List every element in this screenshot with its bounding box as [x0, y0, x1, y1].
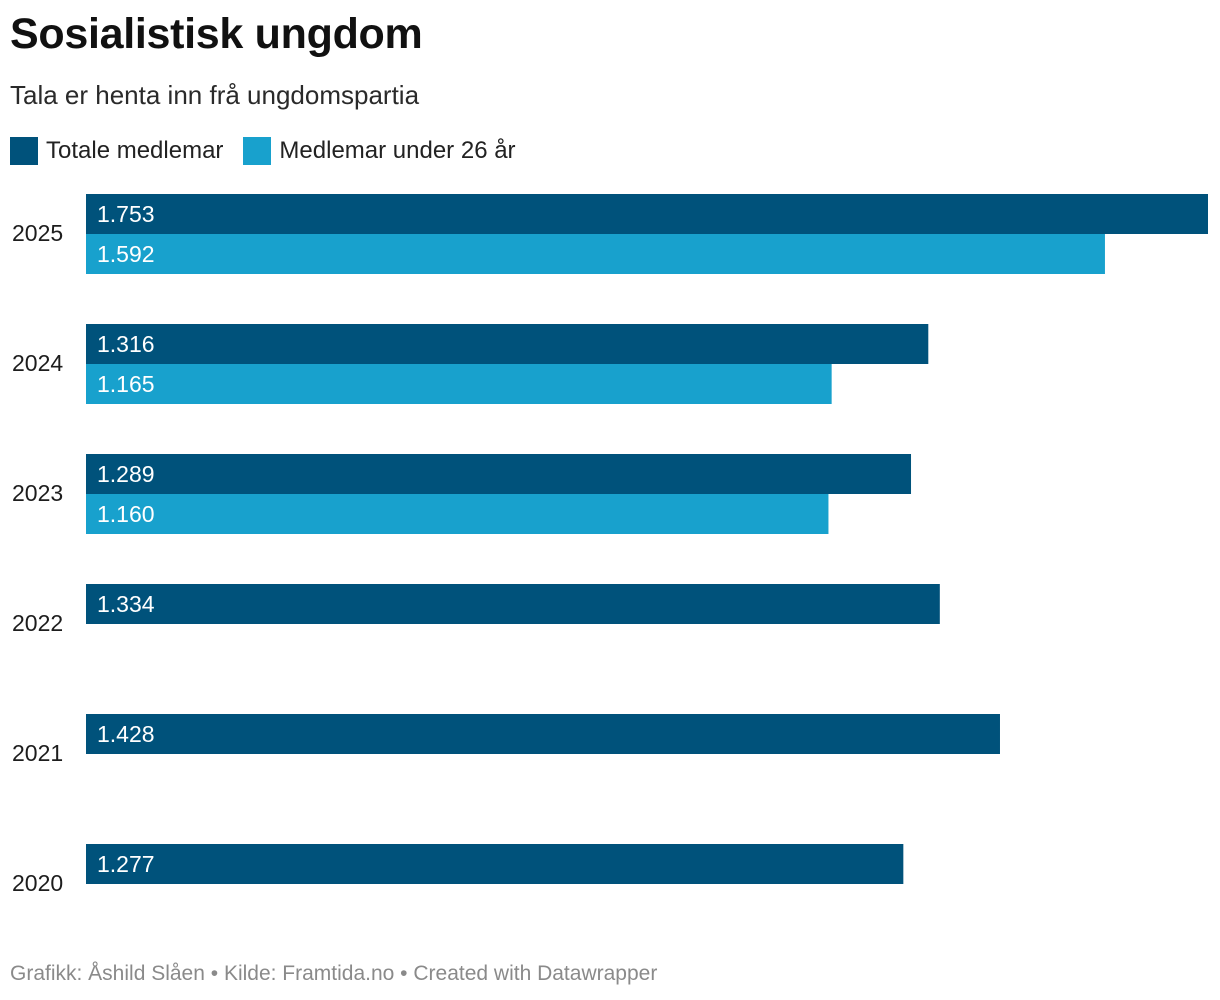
bar-total-2025 — [86, 194, 1208, 234]
chart-subtitle: Tala er henta inn frå ungdomspartia — [10, 80, 420, 110]
bar-under26-2023 — [86, 494, 829, 534]
legend-swatch-under26 — [243, 137, 272, 165]
bar-under26-2024 — [86, 364, 832, 404]
legend-item-under26: Medlemar under 26 år — [243, 137, 516, 165]
bar-total-2023 — [86, 454, 912, 494]
bar-under26-2025 — [86, 234, 1105, 274]
bar-total-2024 — [86, 324, 929, 364]
bar-label-total-2021: 1.428 — [97, 721, 155, 747]
legend-swatch-total — [10, 137, 38, 165]
bar-label-under26-2023: 1.160 — [97, 501, 155, 527]
legend-item-total: Totale medlemar — [10, 137, 223, 165]
bar-chart: 2025 1.753 1.592 2024 1.316 1.165 2023 1.289 1.1… — [12, 194, 1208, 896]
bar-label-total-2023: 1.289 — [97, 461, 155, 487]
year-label-2023: 2023 — [12, 480, 63, 506]
legend: Totale medlemar Medlemar under 26 år — [10, 137, 536, 165]
chart-footer: Grafikk: Åshild Slåen • Kilde: Framtida.… — [10, 962, 658, 985]
bar-label-total-2022: 1.334 — [97, 591, 155, 617]
bar-total-2020 — [86, 844, 904, 884]
year-label-2025: 2025 — [12, 220, 63, 246]
chart-title: Sosialistisk ungdom — [10, 10, 423, 58]
bar-label-under26-2024: 1.165 — [97, 371, 155, 397]
bar-label-under26-2025: 1.592 — [97, 241, 155, 267]
legend-label-under26: Medlemar under 26 år — [279, 137, 516, 164]
year-label-2024: 2024 — [12, 350, 63, 376]
bar-total-2022 — [86, 584, 940, 624]
bar-label-total-2025: 1.753 — [97, 201, 155, 227]
year-label-2020: 2020 — [12, 870, 63, 896]
bar-total-2021 — [86, 714, 1000, 754]
year-label-2021: 2021 — [12, 740, 63, 766]
year-label-2022: 2022 — [12, 610, 63, 636]
legend-label-total: Totale medlemar — [46, 137, 224, 164]
bar-label-total-2024: 1.316 — [97, 331, 155, 357]
bar-label-total-2020: 1.277 — [97, 851, 155, 877]
